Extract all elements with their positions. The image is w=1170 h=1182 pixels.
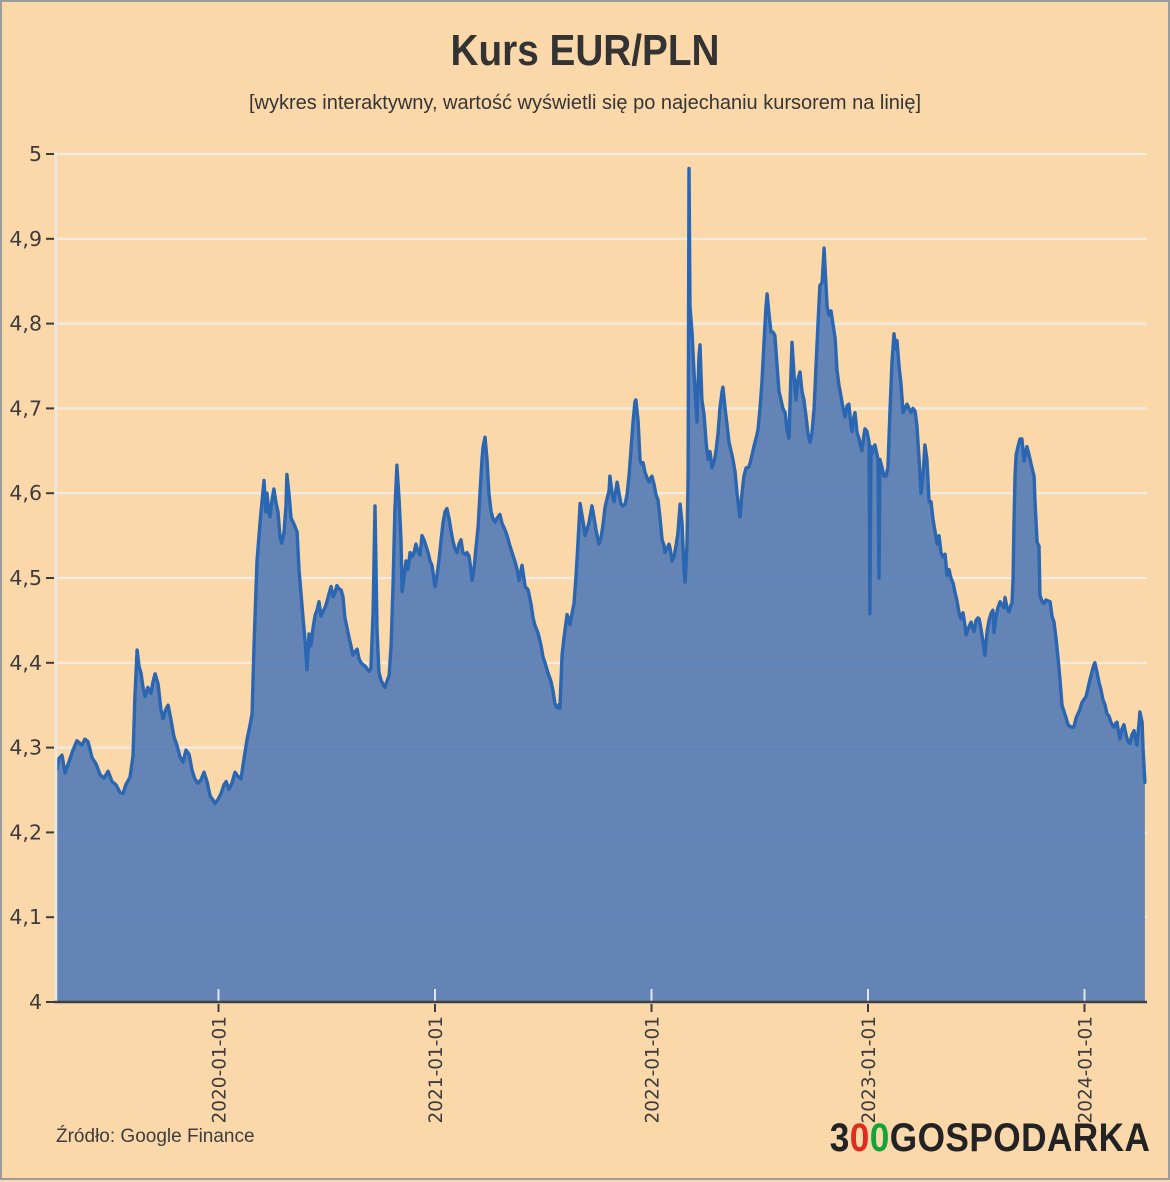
chart-subtitle: [wykres interaktywny, wartość wyświetli … (248, 92, 922, 114)
logo-zero-green: 0 (869, 1116, 890, 1160)
y-tick-label: 4 (29, 990, 42, 1014)
y-tick-label: 4,9 (9, 227, 42, 251)
source-label: Źródło: Google Finance (56, 1126, 255, 1147)
brand-logo: 300GOSPODARKA (829, 1116, 1150, 1161)
logo-digit-3: 3 (829, 1116, 850, 1160)
y-tick-label: 4,8 (9, 312, 42, 336)
series-eur-pln[interactable] (55, 166, 1147, 1002)
y-tick-label: 4,4 (9, 651, 42, 675)
y-tick-label: 4,5 (9, 566, 42, 590)
rate-line[interactable] (55, 166, 1147, 806)
x-tick-label: 2023-01-01 (859, 1016, 880, 1124)
logo-wordmark: GOSPODARKA (889, 1116, 1150, 1160)
x-tick-label: 2024-01-01 (1076, 1016, 1097, 1124)
x-axis: 2020-01-01 2021-01-01 2022-01-01 2023-01-01… (210, 1004, 1097, 1124)
x-tick-label: 2021-01-01 (426, 1016, 447, 1124)
y-tick-label: 4,3 (9, 736, 42, 760)
y-tick-label: 4,7 (9, 396, 42, 420)
y-axis: 4 4,1 4,2 4,3 4,4 4,5 4,6 4,7 4,8 4,9 5 (9, 142, 54, 1014)
y-tick-label: 5 (29, 142, 42, 166)
x-tick-label: 2020-01-01 (210, 1016, 231, 1124)
y-tick-label: 4,1 (9, 905, 42, 929)
logo-zero-red: 0 (849, 1116, 870, 1160)
y-tick-label: 4,2 (9, 820, 42, 844)
area-fill (57, 168, 1145, 1002)
chart-title: Kurs EUR/PLN (450, 26, 720, 75)
inner-year-ticks (217, 989, 1086, 1001)
y-tick-label: 4,6 (9, 481, 42, 505)
x-tick-label: 2022-01-01 (643, 1016, 664, 1124)
